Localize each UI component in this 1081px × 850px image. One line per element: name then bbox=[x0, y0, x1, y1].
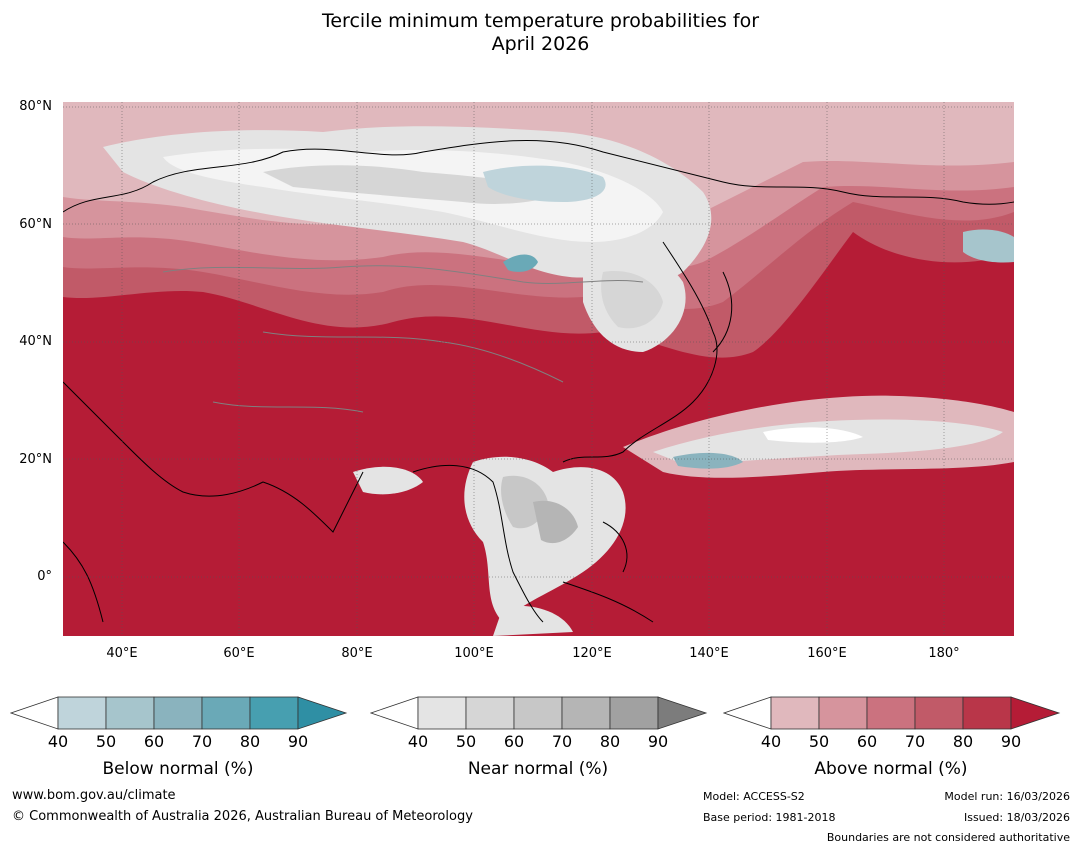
near-normal-bay-of-bengal bbox=[353, 466, 423, 495]
lon-label-180: 180° bbox=[928, 646, 960, 661]
colorbar-segment bbox=[914, 696, 964, 730]
near-normal-mongolia-core bbox=[601, 271, 663, 329]
tick-near-90: 90 bbox=[647, 732, 669, 751]
below-normal-80-field bbox=[503, 254, 538, 272]
colorbar-segment bbox=[962, 696, 1012, 730]
tick-near-80: 80 bbox=[599, 732, 621, 751]
tick-below-70: 70 bbox=[191, 732, 213, 751]
below-normal-pacific bbox=[673, 452, 743, 469]
colorbar-segment bbox=[1010, 696, 1061, 730]
lon-label-40e: 40°E bbox=[106, 646, 138, 661]
map-svg bbox=[63, 102, 1014, 636]
tick-above-80: 80 bbox=[952, 732, 974, 751]
tick-near-70: 70 bbox=[551, 732, 573, 751]
lat-label-80n: 80°N bbox=[19, 99, 52, 114]
below-normal-50-field bbox=[483, 165, 606, 202]
tick-above-60: 60 bbox=[856, 732, 878, 751]
tick-below-40: 40 bbox=[47, 732, 69, 751]
colorbar-segment bbox=[10, 696, 59, 730]
model-run-info: Model run: 16/03/2026 bbox=[944, 790, 1070, 803]
tick-near-40: 40 bbox=[407, 732, 429, 751]
colorbar-segment bbox=[818, 696, 868, 730]
lat-label-0: 0° bbox=[37, 569, 52, 584]
tick-above-50: 50 bbox=[808, 732, 830, 751]
lon-label-160e: 160°E bbox=[807, 646, 847, 661]
colorbar-segment bbox=[201, 696, 251, 730]
colorbar-segment bbox=[770, 696, 820, 730]
copyright-text: © Commonwealth of Australia 2026, Austra… bbox=[12, 809, 473, 824]
colorbar-segment bbox=[609, 696, 659, 730]
colorbar-segment bbox=[105, 696, 155, 730]
tick-below-80: 80 bbox=[239, 732, 261, 751]
colorbar-segment bbox=[153, 696, 203, 730]
tick-below-60: 60 bbox=[143, 732, 165, 751]
colorbar-near-label: Near normal (%) bbox=[467, 759, 609, 779]
colorbar-below-normal bbox=[10, 696, 348, 730]
country-borders bbox=[162, 265, 644, 413]
colorbar-segment bbox=[657, 696, 708, 730]
model-info: Model: ACCESS-S2 bbox=[703, 790, 805, 803]
tick-near-50: 50 bbox=[455, 732, 477, 751]
colorbar-near-normal bbox=[370, 696, 708, 730]
near-normal-pacific-40 bbox=[763, 427, 863, 443]
tick-below-90: 90 bbox=[287, 732, 309, 751]
colorbar-segment bbox=[417, 696, 467, 730]
coastlines bbox=[63, 139, 1014, 623]
tick-near-60: 60 bbox=[503, 732, 525, 751]
near-normal-60-field bbox=[263, 165, 563, 204]
colorbar-below-label: Below normal (%) bbox=[102, 759, 254, 779]
graticule bbox=[63, 102, 1014, 636]
lon-label-80e: 80°E bbox=[341, 646, 373, 661]
tick-above-90: 90 bbox=[1000, 732, 1022, 751]
lon-label-140e: 140°E bbox=[689, 646, 729, 661]
base-period-info: Base period: 1981-2018 bbox=[703, 811, 836, 824]
lon-label-60e: 60°E bbox=[223, 646, 255, 661]
below-normal-ne-pacific bbox=[963, 229, 1014, 263]
colorbar-segment bbox=[561, 696, 611, 730]
tick-above-70: 70 bbox=[904, 732, 926, 751]
colorbar-segment bbox=[297, 696, 348, 730]
tick-below-50: 50 bbox=[95, 732, 117, 751]
probability-map bbox=[63, 102, 1014, 636]
colorbar-segment bbox=[465, 696, 515, 730]
title-line-1: Tercile minimum temperature probabilitie… bbox=[321, 10, 760, 32]
colorbar-above-label: Above normal (%) bbox=[814, 759, 968, 779]
disclaimer-text: Boundaries are not considered authoritat… bbox=[826, 831, 1070, 844]
colorbar-segment bbox=[513, 696, 563, 730]
lat-label-20n: 20°N bbox=[19, 452, 52, 467]
lat-label-60n: 60°N bbox=[19, 217, 52, 232]
colorbar-segment bbox=[866, 696, 916, 730]
colorbar-segment bbox=[370, 696, 419, 730]
title-line-2: April 2026 bbox=[491, 33, 590, 55]
colorbar-above-normal bbox=[723, 696, 1061, 730]
near-normal-maritime bbox=[493, 605, 573, 636]
colorbar-segment bbox=[723, 696, 772, 730]
near-normal-80-indochina bbox=[533, 500, 578, 544]
tick-above-40: 40 bbox=[760, 732, 782, 751]
colorbar-segment bbox=[249, 696, 299, 730]
issued-info: Issued: 18/03/2026 bbox=[963, 811, 1070, 824]
lon-label-120e: 120°E bbox=[572, 646, 612, 661]
lon-label-100e: 100°E bbox=[454, 646, 494, 661]
colorbar-segment bbox=[57, 696, 107, 730]
website-link[interactable]: www.bom.gov.au/climate bbox=[12, 788, 176, 803]
chart-title: Tercile minimum temperature probabilitie… bbox=[0, 10, 1081, 56]
lat-label-40n: 40°N bbox=[19, 334, 52, 349]
